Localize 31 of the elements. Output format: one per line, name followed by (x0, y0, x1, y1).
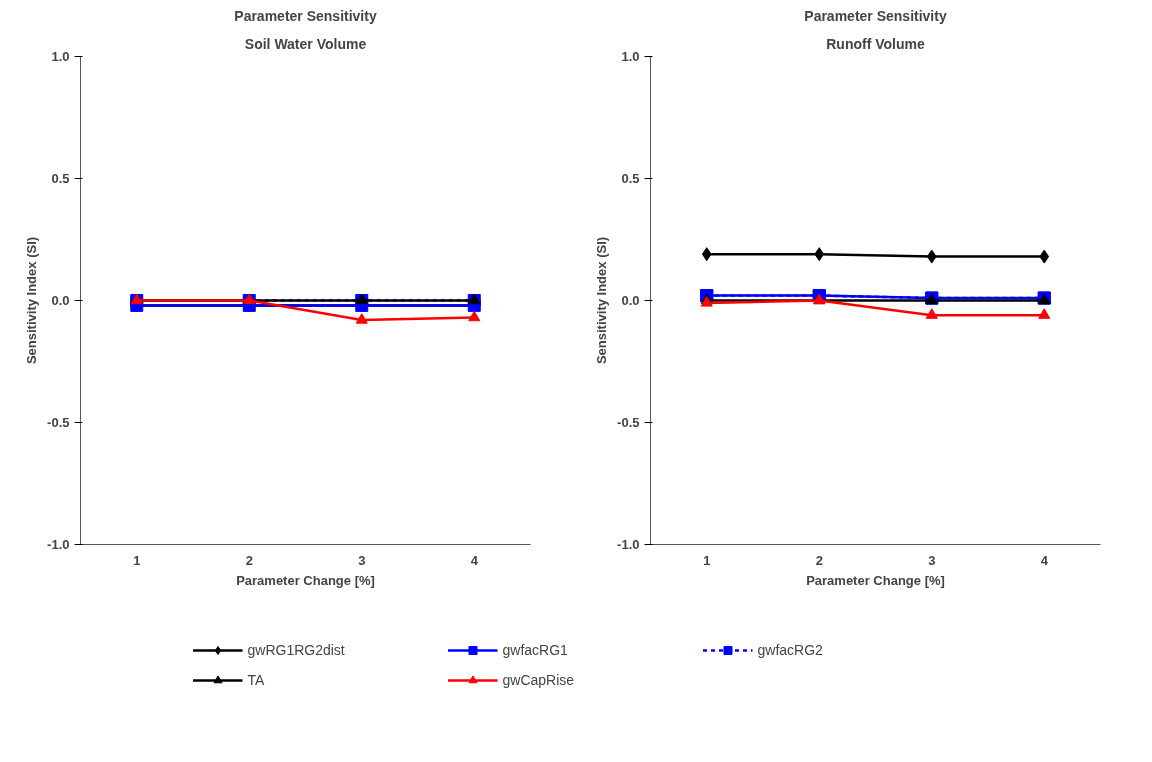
x-tick-label: 3 (358, 552, 366, 568)
y-tick-label: 0.5 (621, 171, 640, 186)
x-tick-label: 3 (928, 552, 936, 568)
y-tick-label: 0.0 (51, 293, 70, 308)
chart-subtitle: Soil Water Volume (244, 35, 367, 52)
x-axis-title: Parameter Change [%] (236, 572, 375, 588)
y-tick-label: -1.0 (47, 537, 70, 552)
y-axis-title: Sensitivity Index (SI) (24, 236, 40, 365)
y-axis-title: Sensitivity Index (SI) (594, 236, 610, 365)
chart-title: Parameter Sensitivity (234, 7, 377, 24)
x-tick-label: 4 (470, 552, 479, 568)
x-tick-label: 2 (815, 552, 823, 568)
y-tick-label: -0.5 (617, 415, 640, 430)
y-tick-label: -0.5 (47, 415, 70, 430)
y-tick-label: -1.0 (617, 537, 640, 552)
chart-title: Parameter Sensitivity (804, 7, 947, 24)
legend-label: gwfacRG1 (502, 642, 569, 658)
x-tick-label: 2 (245, 552, 253, 568)
legend-label: gwfacRG2 (757, 642, 824, 658)
x-axis-title: Parameter Change [%] (806, 572, 945, 588)
chart-subtitle: Runoff Volume (826, 35, 925, 52)
x-tick-label: 4 (1040, 552, 1049, 568)
y-tick-label: 0.0 (621, 293, 640, 308)
legend-label: TA (247, 672, 266, 688)
x-tick-label: 1 (703, 552, 711, 568)
y-tick-label: 1.0 (621, 49, 640, 64)
y-tick-label: 0.5 (51, 171, 70, 186)
y-tick-label: 1.0 (51, 49, 70, 64)
legend-label: gwCapRise (502, 672, 576, 688)
x-tick-label: 1 (133, 552, 141, 568)
legend-label: gwRG1RG2dist (247, 642, 346, 658)
